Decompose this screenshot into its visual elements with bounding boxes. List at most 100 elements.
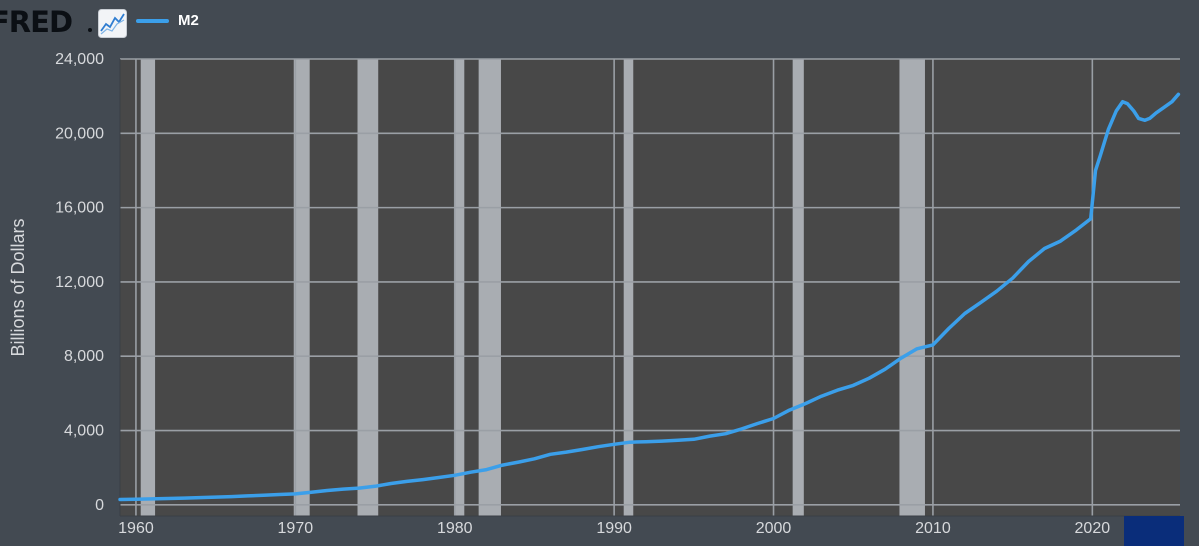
data-point: [278, 493, 281, 496]
data-point: [899, 356, 903, 360]
data-point: [644, 440, 648, 443]
data-point: [820, 394, 823, 398]
data-point: [294, 492, 297, 496]
y-tick-label: 24,000: [55, 51, 104, 68]
data-point: [660, 439, 664, 443]
recession-band: [792, 59, 804, 516]
data-point: [756, 422, 759, 425]
y-tick-label: 8,000: [64, 348, 104, 365]
data-point: [134, 497, 138, 501]
data-point: [1148, 117, 1151, 120]
y-axis-title: Billions of Dollars: [8, 218, 28, 356]
y-tick-label: 12,000: [55, 274, 104, 291]
data-point: [1126, 102, 1129, 105]
data-point: [931, 343, 935, 347]
data-point: [1043, 247, 1046, 250]
x-tick-label: 1970: [278, 520, 314, 537]
data-point: [310, 491, 313, 494]
data-point: [182, 496, 185, 500]
data-point: [198, 496, 201, 499]
data-point: [1143, 119, 1147, 122]
data-point: [836, 389, 839, 392]
data-point: [947, 327, 951, 330]
legend-swatch-m2: [136, 18, 169, 23]
x-tick-label: 2010: [915, 520, 951, 537]
data-point: [883, 368, 887, 371]
recession-band: [293, 59, 310, 516]
data-point: [453, 474, 456, 477]
chart-header: FRED M2: [0, 0, 1199, 44]
data-point: [1115, 109, 1118, 113]
recession-band: [478, 59, 501, 516]
recession-band: [623, 59, 634, 516]
data-point: [995, 290, 998, 293]
data-point: [724, 432, 727, 435]
recession-band: [140, 59, 156, 516]
data-point: [1132, 109, 1135, 113]
legend-label-m2: M2: [178, 12, 199, 29]
data-point: [150, 497, 154, 501]
series-points-m2: [118, 93, 1180, 501]
x-tick-label: 1960: [118, 520, 154, 537]
data-point: [1170, 100, 1174, 103]
data-point: [373, 485, 377, 488]
data-point: [676, 439, 680, 442]
y-tick-label: 4,000: [64, 423, 104, 440]
data-point: [979, 301, 982, 304]
data-point: [708, 434, 711, 438]
data-point: [341, 487, 345, 491]
data-point: [405, 480, 409, 483]
legend[interactable]: M2: [136, 12, 199, 29]
series-line-m2: [118, 92, 1181, 502]
data-point: [628, 441, 632, 444]
data-point: [421, 478, 425, 481]
data-point: [596, 445, 600, 448]
line-chart-icon[interactable]: [98, 9, 127, 38]
data-point: [852, 384, 855, 387]
data-point: [357, 486, 361, 490]
data-point: [326, 489, 329, 492]
recession-band: [899, 59, 925, 516]
y-tick-label: 16,000: [55, 200, 104, 217]
data-point: [1075, 228, 1078, 232]
data-point: [915, 347, 919, 351]
data-point: [804, 402, 807, 405]
data-point: [230, 495, 233, 498]
y-tick-label: 0: [95, 497, 104, 514]
y-tick-label: 20,000: [55, 125, 104, 142]
data-point: [963, 312, 967, 315]
data-point: [1099, 154, 1102, 157]
data-point: [517, 460, 520, 464]
data-point: [740, 427, 743, 431]
data-point: [1107, 128, 1110, 131]
data-point: [469, 470, 472, 474]
data-point: [1011, 277, 1014, 280]
data-point: [118, 498, 122, 501]
data-point: [692, 438, 696, 441]
data-point: [501, 463, 504, 467]
data-point: [214, 495, 217, 499]
x-tick-label: 1980: [437, 520, 473, 537]
data-point: [437, 476, 440, 479]
fred-logo[interactable]: FRED: [0, 5, 73, 39]
data-point: [389, 482, 393, 485]
data-point: [533, 457, 536, 460]
data-point: [772, 417, 775, 420]
data-point: [262, 493, 265, 497]
data-point: [612, 443, 616, 446]
corner-button[interactable]: [1124, 516, 1184, 546]
data-point: [549, 453, 552, 456]
data-point: [1154, 111, 1158, 115]
plot-area: [120, 59, 1180, 516]
x-tick-label: 2020: [1075, 520, 1111, 537]
recession-band: [357, 59, 379, 516]
data-point: [1177, 93, 1180, 96]
data-point: [166, 497, 170, 500]
data-point: [485, 468, 488, 471]
data-point: [1094, 169, 1097, 172]
x-tick-label: 1990: [596, 520, 632, 537]
data-point: [1162, 106, 1166, 109]
data-point: [565, 450, 568, 454]
recession-band: [454, 59, 465, 516]
